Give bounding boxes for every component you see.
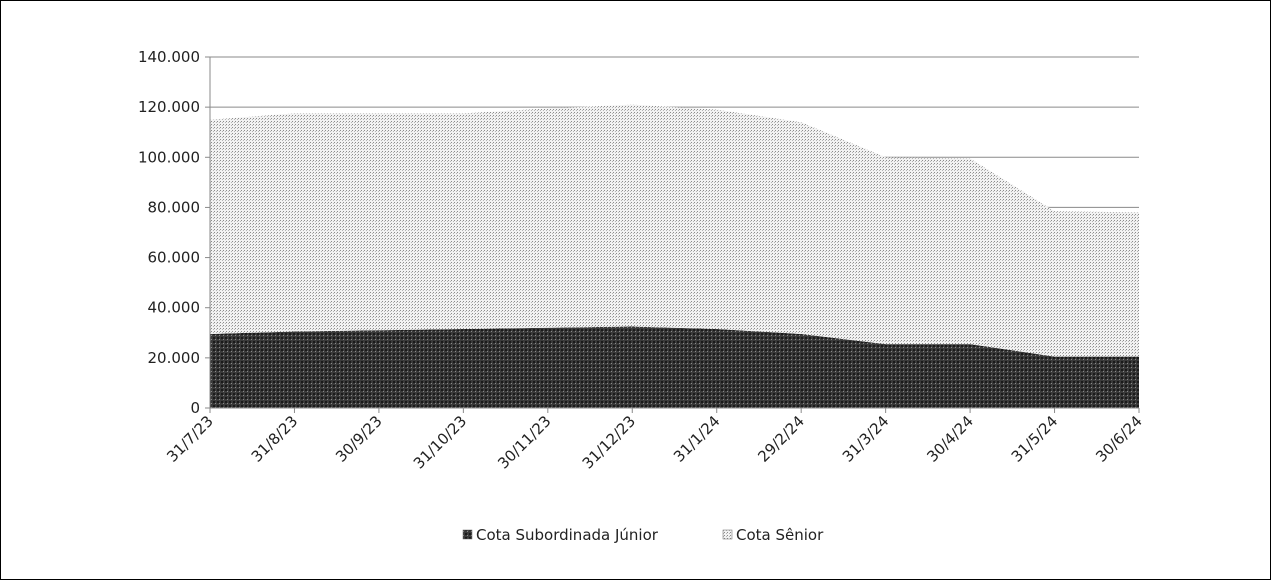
legend-swatch-1: [722, 529, 733, 540]
x-tick-labels: 31/7/23 31/8/23 30/9/23 31/10/23 30/11/23 31/…: [163, 412, 1146, 472]
series-areas: [210, 104, 1139, 408]
x-tick-label: 31/5/24: [1008, 412, 1062, 466]
y-tick-label: 60.000: [148, 249, 201, 267]
y-tick-label: 100.000: [138, 148, 200, 166]
legend: Cota Subordinada Júnior Cota Sênior: [462, 526, 824, 544]
y-tick-label: 80.000: [148, 198, 201, 216]
x-tick-label: 29/2/24: [754, 412, 808, 466]
x-tick-label: 30/6/24: [1092, 412, 1146, 466]
area-series-1: [210, 104, 1139, 357]
y-tick-label: 20.000: [148, 349, 201, 367]
legend-label-1: Cota Sênior: [736, 526, 824, 544]
x-tick-label: 31/12/23: [579, 412, 639, 472]
x-tick-label: 31/1/24: [670, 412, 724, 466]
x-tick-label: 31/3/24: [839, 412, 893, 466]
x-tick-label: 31/8/23: [248, 412, 302, 466]
x-tick-label: 31/7/23: [163, 412, 217, 466]
area-series-0: [210, 326, 1139, 408]
x-tick-label: 31/10/23: [410, 412, 470, 472]
y-tick-label: 140.000: [138, 48, 200, 66]
y-tick-label: 0: [190, 399, 200, 417]
y-tick-labels: 0 20.000 40.000 60.000 80.000 100.000 120.000 1…: [138, 48, 200, 417]
x-tick-label: 30/9/23: [332, 412, 386, 466]
x-tick-label: 30/11/23: [494, 412, 554, 472]
legend-swatch-0: [462, 529, 473, 540]
y-tick-label: 120.000: [138, 98, 200, 116]
y-tick-label: 40.000: [148, 299, 201, 317]
legend-label-0: Cota Subordinada Júnior: [476, 526, 659, 544]
axes: [205, 56, 1140, 413]
x-tick-label: 30/4/24: [923, 412, 977, 466]
